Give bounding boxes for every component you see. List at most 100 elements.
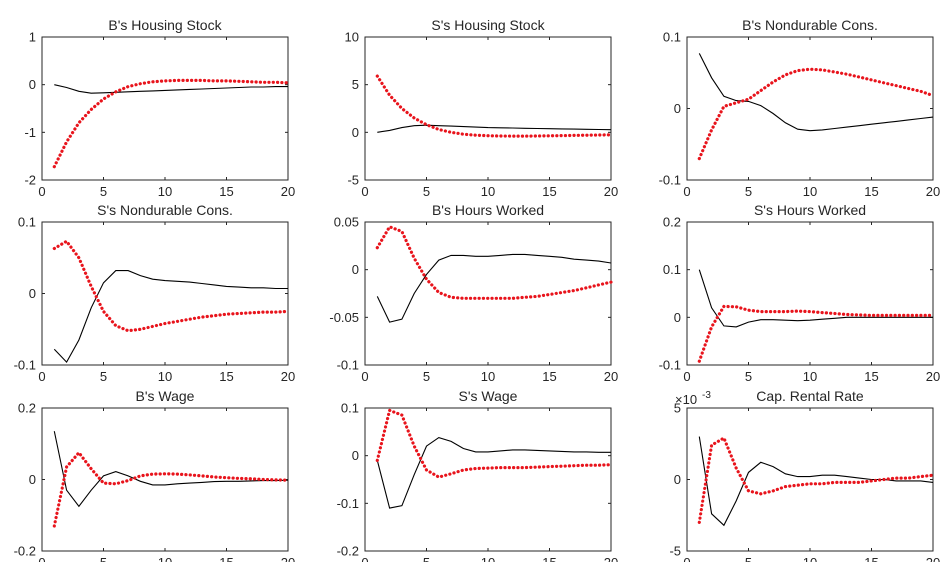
- y-tick-label: -0.1: [659, 173, 681, 188]
- x-tick-label: 20: [604, 555, 618, 562]
- x-tick-label: 10: [481, 369, 495, 384]
- subplot-8: 0 5 10 15 20 -0.2 -0.1 0 0.1 S's Wage: [337, 388, 619, 562]
- x-tick-label: 0: [683, 184, 690, 199]
- series-line-dotted: [52, 78, 290, 169]
- x-tick-label: 0: [361, 369, 368, 384]
- series-line-solid: [376, 253, 612, 323]
- series-line-solid: [53, 431, 289, 508]
- subplot-title: Cap. Rental Rate: [756, 388, 864, 404]
- x-tick-label: 15: [864, 369, 878, 384]
- subplot-4: 0 5 10 15 20-0.100.1S's Nondurable Cons.: [14, 202, 296, 384]
- series-line-dotted: [697, 435, 935, 525]
- y-tick-label: 5: [352, 77, 359, 92]
- x-tick-label: 0: [683, 369, 690, 384]
- x-tick-label: 10: [803, 369, 817, 384]
- x-tick-label: 0: [38, 369, 45, 384]
- x-tick-label: 20: [604, 184, 618, 199]
- y-exponent-label: ×10: [675, 392, 697, 407]
- x-tick-label: 10: [158, 369, 172, 384]
- series-line-solid: [698, 53, 934, 132]
- series-line-solid: [53, 270, 288, 364]
- y-tick-label: -0.05: [329, 310, 359, 325]
- series-line-solid: [376, 436, 611, 509]
- x-tick-label: 10: [803, 555, 817, 562]
- x-tick-label: 0: [683, 555, 690, 562]
- x-tick-label: 20: [281, 184, 295, 199]
- x-tick-label: 0: [361, 555, 368, 562]
- y-exponent-power: -3: [702, 390, 711, 401]
- y-tick-label: 0: [29, 286, 36, 301]
- series-line-dotted: [375, 224, 613, 300]
- series-line-solid: [377, 124, 612, 133]
- x-tick-label: 5: [100, 555, 107, 562]
- x-tick-label: 5: [423, 369, 430, 384]
- x-tick-label: 5: [423, 184, 430, 199]
- axes-box: [41, 221, 289, 366]
- y-tick-label: -0.1: [337, 496, 359, 511]
- x-tick-label: 5: [100, 369, 107, 384]
- y-tick-label: -0.1: [659, 358, 681, 373]
- subplot-5: 0 5 10 15 20 -0.1 -0.05 0 0.05 B's Hours Worked: [329, 202, 618, 384]
- x-tick-label: 15: [219, 184, 233, 199]
- x-tick-label: 20: [281, 369, 295, 384]
- y-tick-label: 0.1: [18, 215, 36, 230]
- y-tick-label: 0: [352, 262, 359, 277]
- x-tick-label: 10: [803, 184, 817, 199]
- subplot-title: B's Hours Worked: [432, 202, 544, 218]
- x-tick-label: 5: [745, 184, 752, 199]
- series-line-solid: [54, 84, 288, 94]
- subplot-title: S's Hours Worked: [754, 202, 866, 218]
- y-tick-label: 0: [29, 77, 36, 92]
- y-tick-label: 0.2: [663, 215, 681, 230]
- x-tick-label: 5: [745, 369, 752, 384]
- series-line-dotted: [375, 74, 613, 138]
- y-tick-label: 5: [674, 401, 681, 416]
- y-tick-label: -0.1: [14, 358, 36, 373]
- y-tick-label: -0.1: [337, 358, 359, 373]
- x-tick-label: 5: [745, 555, 752, 562]
- subplot-3: 0 5 10 15 20-0.100.1B's Nondurable Cons.: [659, 17, 940, 199]
- y-tick-label: -5: [347, 173, 359, 188]
- x-tick-label: 15: [864, 555, 878, 562]
- y-tick-label: -0.2: [14, 544, 36, 559]
- series-line-solid: [698, 269, 933, 328]
- series-line-dotted: [52, 450, 290, 528]
- axes-box: [364, 36, 612, 181]
- series-line-dotted: [52, 239, 290, 333]
- y-tick-label: -0.2: [337, 544, 359, 559]
- x-tick-label: 10: [481, 555, 495, 562]
- subplot-title: B's Housing Stock: [108, 17, 222, 33]
- x-tick-label: 20: [926, 369, 940, 384]
- x-tick-label: 20: [281, 555, 295, 562]
- series-line-dotted: [697, 67, 935, 161]
- x-tick-label: 15: [542, 555, 556, 562]
- y-tick-label: 0.1: [663, 262, 681, 277]
- x-tick-label: 20: [604, 369, 618, 384]
- y-tick-label: 0.1: [341, 401, 359, 416]
- x-tick-label: 20: [926, 184, 940, 199]
- subplot-title: B's Wage: [136, 388, 195, 404]
- y-tick-label: 0: [674, 310, 681, 325]
- subplot-1: 0 5 10 15 20 -2 -1 0 1 B's Housing Stock: [24, 17, 295, 199]
- x-tick-label: 15: [542, 369, 556, 384]
- x-tick-label: 15: [864, 184, 878, 199]
- x-tick-label: 15: [219, 369, 233, 384]
- y-tick-label: 0: [352, 125, 359, 140]
- axes-box: [364, 221, 612, 366]
- x-tick-label: 5: [423, 555, 430, 562]
- x-tick-label: 10: [158, 184, 172, 199]
- y-tick-label: 0.05: [334, 215, 359, 230]
- y-tick-label: 0: [29, 472, 36, 487]
- x-tick-label: 0: [38, 555, 45, 562]
- x-tick-label: 15: [219, 555, 233, 562]
- x-tick-label: 5: [100, 184, 107, 199]
- y-tick-label: 1: [29, 30, 36, 45]
- series-line-solid: [698, 436, 934, 527]
- x-tick-label: 0: [38, 184, 45, 199]
- x-tick-label: 10: [158, 555, 172, 562]
- x-tick-label: 10: [481, 184, 495, 199]
- subplot-title: B's Nondurable Cons.: [742, 17, 878, 33]
